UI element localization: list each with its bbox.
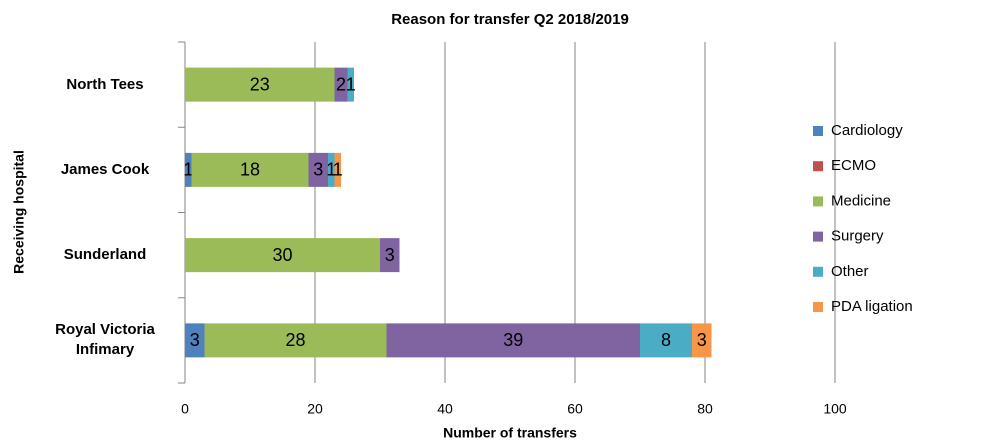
data-label: 3 [385,245,395,265]
chart-title: Reason for transfer Q2 2018/2019 [391,11,629,28]
data-label: 1 [346,74,356,94]
legend-swatch [813,196,823,207]
bar-segment [640,323,692,358]
legend-swatch [813,126,823,136]
y-axis-label: Receiving hospital [11,150,27,274]
x-axis-label: Number of transfers [443,425,577,441]
bar-segment [308,152,328,187]
bar-segment [334,67,348,102]
legend-swatch [813,302,823,312]
legend-label: Cardiology [831,122,903,139]
legend-label: ECMO [831,157,876,174]
data-label: 30 [272,245,292,265]
y-tick-label: James Cook [60,160,150,178]
data-label: 1 [183,160,193,180]
bar-segment [185,238,380,273]
bar-segment [380,238,400,273]
legend-label: PDA ligation [831,298,913,315]
data-label: 1 [333,160,343,180]
bar-segment [191,152,309,187]
data-label: 28 [285,330,305,350]
legend-swatch [813,266,823,277]
bar-segment [347,67,354,102]
data-label: 2 [336,74,346,94]
data-label: 23 [250,74,270,94]
data-label: 1 [326,160,336,180]
bar-segment [185,67,335,102]
x-tick-label: 80 [697,401,713,417]
bar-segment [386,323,640,358]
x-tick-label: 40 [437,401,453,417]
bar-segment [328,152,335,187]
y-tick-label: Sunderland [63,246,147,264]
x-tick-label: 20 [307,401,323,417]
legend-label: Medicine [831,192,891,209]
bar-segment [692,323,712,358]
y-tick-label: North Tees [66,75,144,93]
legend-swatch [813,231,823,242]
bar-segment [204,323,387,358]
data-label: 39 [503,330,523,350]
bar-segment [185,152,192,187]
x-tick-label: 0 [181,401,189,417]
legend-label: Other [831,263,869,280]
data-label: 3 [190,330,200,350]
x-tick-label: 60 [567,401,583,417]
data-label: 18 [240,160,260,180]
data-label: 3 [697,330,707,350]
legend-swatch [813,161,823,172]
legend-label: Surgery [831,228,884,245]
x-tick-label: 100 [823,401,847,417]
bar-segment [185,323,205,358]
data-label: 3 [313,160,323,180]
y-tick-label: Royal Victoria Infimary [55,321,155,359]
bar-segment [334,152,341,187]
data-label: 8 [661,330,671,350]
